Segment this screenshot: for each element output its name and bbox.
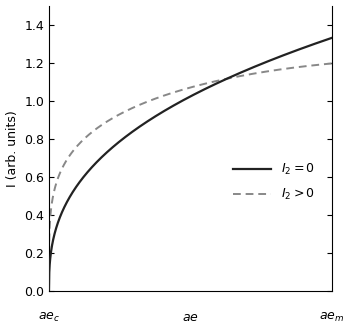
Text: $\mathit{ae}$: $\mathit{ae}$ — [182, 311, 199, 324]
Text: $\mathit{ae}_c$: $\mathit{ae}_c$ — [38, 311, 60, 324]
Text: $\mathit{ae}_m$: $\mathit{ae}_m$ — [319, 311, 344, 324]
Y-axis label: I (arb. units): I (arb. units) — [6, 110, 19, 186]
Legend: $I_2 = 0$, $I_2 > 0$: $I_2 = 0$, $I_2 > 0$ — [228, 157, 320, 207]
